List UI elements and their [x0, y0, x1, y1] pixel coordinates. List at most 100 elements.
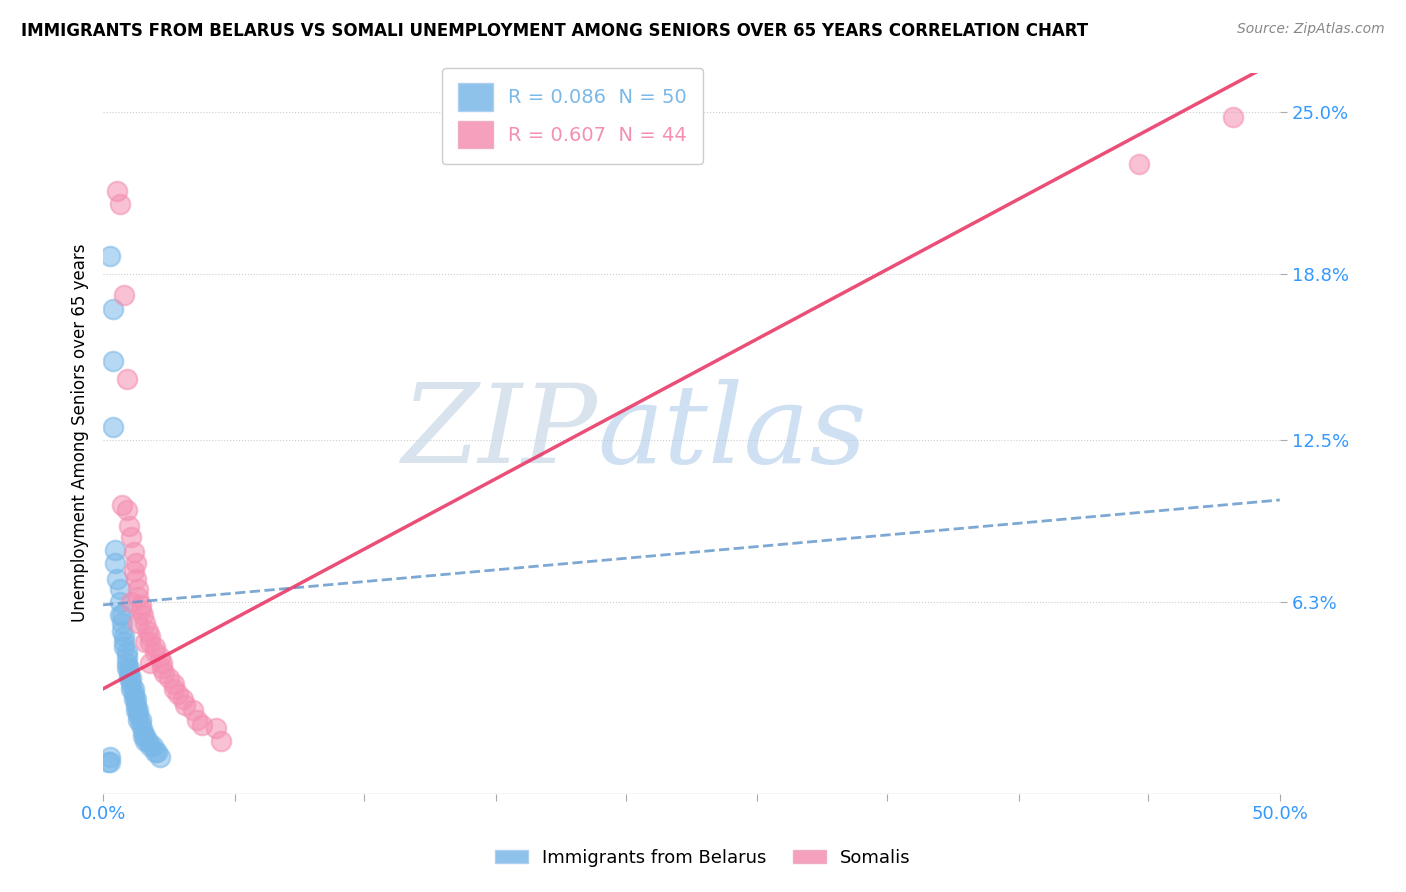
Point: [1128, 157, 1150, 171]
Point: [122, 545, 145, 559]
Point: [122, 564, 145, 578]
Point: [122, 692, 145, 706]
Point: [112, 640, 135, 654]
Point: [134, 634, 156, 648]
Point: [108, 595, 131, 609]
Point: [139, 634, 162, 648]
Y-axis label: Unemployment Among Seniors over 65 years: Unemployment Among Seniors over 65 years: [72, 244, 89, 623]
Point: [118, 671, 141, 685]
Point: [125, 692, 148, 706]
Legend: Immigrants from Belarus, Somalis: Immigrants from Belarus, Somalis: [488, 842, 918, 874]
Point: [104, 542, 127, 557]
Point: [111, 624, 134, 639]
Point: [122, 681, 145, 696]
Point: [150, 656, 173, 670]
Point: [118, 661, 141, 675]
Point: [186, 713, 208, 727]
Point: [139, 739, 162, 754]
Point: [112, 634, 135, 648]
Point: [191, 718, 214, 732]
Point: [115, 656, 138, 670]
Point: [1222, 110, 1244, 124]
Point: [139, 656, 162, 670]
Point: [149, 750, 172, 764]
Point: [120, 681, 142, 696]
Point: [115, 503, 138, 517]
Point: [205, 721, 228, 735]
Point: [136, 734, 159, 748]
Point: [127, 703, 149, 717]
Point: [118, 666, 141, 681]
Point: [118, 519, 141, 533]
Point: [112, 288, 135, 302]
Point: [120, 595, 142, 609]
Point: [108, 608, 131, 623]
Point: [134, 616, 156, 631]
Point: [115, 650, 138, 665]
Point: [112, 629, 135, 643]
Point: [129, 603, 152, 617]
Point: [167, 687, 190, 701]
Point: [153, 666, 176, 681]
Point: [125, 572, 148, 586]
Point: [134, 734, 156, 748]
Point: [146, 745, 169, 759]
Point: [129, 598, 152, 612]
Point: [134, 729, 156, 743]
Point: [108, 582, 131, 596]
Point: [143, 745, 166, 759]
Point: [98, 249, 121, 263]
Point: [132, 723, 155, 738]
Point: [143, 645, 166, 659]
Point: [127, 616, 149, 631]
Point: [115, 661, 138, 675]
Point: [209, 734, 232, 748]
Point: [125, 556, 148, 570]
Point: [115, 372, 138, 386]
Point: [101, 301, 124, 316]
Point: [105, 572, 128, 586]
Point: [120, 676, 142, 690]
Point: [181, 703, 204, 717]
Point: [129, 713, 152, 727]
Point: [157, 671, 180, 685]
Point: [97, 755, 120, 769]
Point: [101, 419, 124, 434]
Point: [115, 645, 138, 659]
Point: [104, 556, 127, 570]
Point: [108, 196, 131, 211]
Point: [125, 698, 148, 712]
Point: [127, 582, 149, 596]
Point: [120, 530, 142, 544]
Text: IMMIGRANTS FROM BELARUS VS SOMALI UNEMPLOYMENT AMONG SENIORS OVER 65 YEARS CORRE: IMMIGRANTS FROM BELARUS VS SOMALI UNEMPL…: [21, 22, 1088, 40]
Point: [150, 661, 173, 675]
Point: [132, 729, 155, 743]
Point: [120, 671, 142, 685]
Point: [129, 718, 152, 732]
Point: [105, 184, 128, 198]
Point: [98, 750, 121, 764]
Point: [111, 498, 134, 512]
Point: [149, 650, 172, 665]
Point: [141, 739, 163, 754]
Text: ZIP: ZIP: [402, 379, 598, 487]
Legend: R = 0.086  N = 50, R = 0.607  N = 44: R = 0.086 N = 50, R = 0.607 N = 44: [443, 68, 703, 164]
Point: [163, 676, 186, 690]
Text: atlas: atlas: [598, 379, 868, 487]
Point: [127, 708, 149, 723]
Point: [111, 616, 134, 631]
Point: [172, 692, 194, 706]
Point: [139, 629, 162, 643]
Point: [125, 703, 148, 717]
Point: [101, 354, 124, 368]
Point: [98, 755, 121, 769]
Point: [111, 608, 134, 623]
Text: Source: ZipAtlas.com: Source: ZipAtlas.com: [1237, 22, 1385, 37]
Point: [132, 608, 155, 623]
Point: [122, 687, 145, 701]
Point: [174, 698, 197, 712]
Point: [143, 640, 166, 654]
Point: [136, 624, 159, 639]
Point: [127, 713, 149, 727]
Point: [163, 681, 186, 696]
